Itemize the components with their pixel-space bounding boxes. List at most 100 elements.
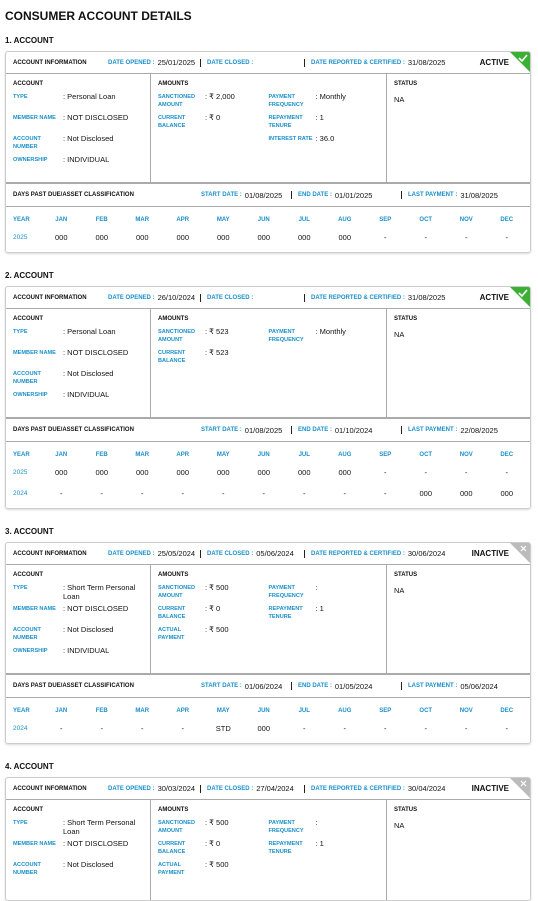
status-badge: ACTIVE: [479, 293, 509, 302]
dpd-cell: 000: [54, 233, 68, 242]
dpd-cell: 000: [257, 724, 270, 733]
column-header: AMOUNTS: [158, 316, 189, 322]
dpd-cell: 000: [338, 468, 351, 477]
column-heading: OCT: [419, 217, 433, 223]
column-heading: NOV: [459, 452, 473, 458]
year-cell: 2025: [13, 469, 28, 476]
dpd-cell: 000: [95, 233, 108, 242]
status-badge: ACTIVE: [479, 58, 509, 67]
field-value: : ₹ 500: [205, 625, 229, 634]
info-row: ACCOUNT INFORMATION DATE OPENED :25/01/20…: [6, 52, 530, 74]
account-card: ACCOUNT INFORMATION DATE OPENED :26/10/20…: [5, 286, 531, 509]
account-heading: 2. ACCOUNT: [5, 271, 54, 280]
amounts-column: AMOUNTS SANCTIONED AMOUNT: ₹ 523 CURRENT B…: [151, 309, 387, 417]
page-title: CONSUMER ACCOUNT DETAILS: [5, 9, 192, 23]
start-date: START DATE :01/08/2025: [201, 426, 291, 435]
field-label: MEMBER NAME: [13, 606, 56, 612]
field: TYPE: Short Term Personal Loan: [13, 583, 143, 601]
date-reported-label: DATE REPORTED & CERTIFIED :: [311, 294, 405, 301]
field: REPAYMENT TENURE: 1: [269, 113, 380, 131]
field: ACCOUNT NUMBER : Not Disclosed: [13, 860, 143, 878]
amounts-grid: SANCTIONED AMOUNT: ₹ 500 CURRENT BALANCE:…: [158, 818, 380, 882]
field-value: : ₹ 0: [205, 113, 221, 122]
column-heading: JUN: [257, 708, 270, 714]
account-column: ACCOUNT TYPE: Personal Loan MEMBER NAME: N…: [6, 309, 151, 417]
dpd-cell: -: [505, 468, 509, 477]
column-heading: AUG: [338, 452, 352, 458]
date-opened-value: 26/10/2024: [157, 293, 196, 302]
field-label: OWNERSHIP: [13, 648, 48, 654]
account-card: ACCOUNT INFORMATION DATE OPENED :30/03/20…: [5, 777, 531, 901]
date-opened: DATE OPENED :25/01/2025: [108, 58, 200, 67]
column-heading: FEB: [95, 708, 108, 714]
start-date: START DATE :01/06/2024: [201, 682, 291, 691]
end-date-value: 01/01/2025: [334, 190, 373, 200]
field-value: :: [315, 818, 318, 827]
field: SANCTIONED AMOUNT: ₹ 500: [158, 818, 269, 836]
field-value: : Not Disclosed: [63, 625, 114, 634]
status-corner: [510, 52, 530, 72]
field-value: : ₹ 523: [205, 348, 229, 357]
field-value: : NOT DISCLOSED: [63, 113, 129, 122]
column-heading: MAR: [135, 708, 150, 714]
info-label: ACCOUNT INFORMATION: [13, 550, 87, 557]
field-value: : INDIVIDUAL: [63, 390, 110, 399]
date-closed-label: DATE CLOSED :: [207, 59, 254, 66]
account-card: ACCOUNT INFORMATION DATE OPENED :25/01/20…: [5, 51, 531, 253]
dpd-grid: YEAR JAN FEB MAR APR MAY JUN JUL AUG SEP OCT NOV DEC…: [6, 207, 530, 252]
info-row: ACCOUNT INFORMATION DATE OPENED :25/05/20…: [6, 543, 530, 565]
field-value: : ₹ 2,000: [205, 92, 235, 101]
dpd-cell: -: [424, 468, 428, 477]
column-heading: JUL: [298, 452, 310, 458]
field-label: CURRENT BALANCE: [158, 115, 186, 129]
status-badge: INACTIVE: [471, 549, 509, 558]
amounts-left: SANCTIONED AMOUNT: ₹ 523 CURRENT BALANCE:…: [158, 327, 269, 370]
column-heading: YEAR: [13, 708, 30, 714]
date-opened: DATE OPENED :30/03/2024: [108, 784, 200, 793]
dpd-cell: -: [60, 489, 63, 498]
column-header: AMOUNTS: [158, 572, 189, 578]
status-corner: [510, 778, 530, 798]
dpd-cell: -: [384, 489, 387, 498]
field: TYPE: Personal Loan: [13, 92, 143, 110]
column-heading: APR: [176, 217, 190, 223]
column-heading: JUL: [298, 708, 310, 714]
last-payment-label: LAST PAYMENT :: [408, 683, 458, 689]
date-closed: DATE CLOSED :27/04/2024: [200, 784, 304, 793]
date-reported: DATE REPORTED & CERTIFIED :31/08/2025: [304, 58, 445, 67]
account-column: ACCOUNT TYPE: Short Term Personal Loan MEM…: [6, 800, 151, 900]
dpd-cell: -: [262, 489, 266, 498]
dpd-cell: -: [303, 724, 306, 733]
column-heading: JUN: [257, 217, 270, 223]
dpd-row: DAYS PAST DUE/ASSET CLASSIFICATION START …: [6, 183, 530, 207]
field-value: : Not Disclosed: [63, 860, 114, 869]
amounts-left: SANCTIONED AMOUNT: ₹ 2,000 CURRENT BALANC…: [158, 92, 269, 156]
corner-shape: [518, 54, 528, 63]
year-cell: 2025: [13, 234, 28, 241]
column-heading: DEC: [500, 708, 514, 714]
date-closed-label: DATE CLOSED :: [207, 785, 254, 792]
field-label: ACCOUNT NUMBER: [13, 627, 41, 641]
column-heading: AUG: [338, 217, 352, 223]
date-reported: DATE REPORTED & CERTIFIED :31/08/2025: [304, 293, 445, 302]
field-value: : ₹ 0: [205, 604, 221, 613]
field-label: ACCOUNT NUMBER: [13, 862, 41, 876]
dpd-cell: 000: [135, 468, 149, 477]
field-value: : Short Term Personal Loan: [63, 583, 136, 601]
field-label: REPAYMENT TENURE: [268, 841, 303, 855]
column-heading: YEAR: [13, 452, 30, 458]
field: PAYMENT FREQUENCY:: [269, 818, 380, 836]
last-payment-value: 05/06/2024: [460, 681, 498, 691]
field-label: PAYMENT FREQUENCY: [268, 329, 304, 343]
field-value: : ₹ 500: [205, 860, 229, 869]
field-label: TYPE: [13, 820, 28, 826]
dpd-row: DAYS PAST DUE/ASSET CLASSIFICATION START …: [6, 674, 530, 698]
column-heading: YEAR: [13, 217, 30, 223]
status-column: STATUS NA: [387, 565, 530, 673]
end-date-value: 01/05/2024: [334, 681, 373, 691]
details: ACCOUNT TYPE: Personal Loan MEMBER NAME: N…: [6, 74, 530, 183]
dpd-cell: -: [181, 489, 185, 498]
dpd-cell: 000: [500, 489, 513, 498]
end-date: END DATE :01/01/2025: [291, 190, 401, 200]
dpd-label: DAYS PAST DUE/ASSET CLASSIFICATION: [13, 427, 134, 433]
